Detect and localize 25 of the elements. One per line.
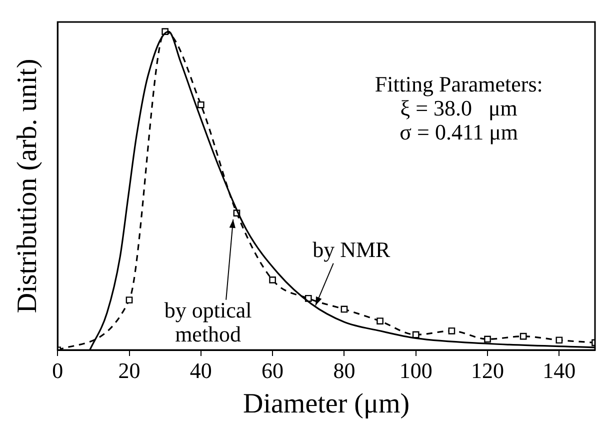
x-tick-label: 0 <box>52 358 64 383</box>
x-tick-label: 80 <box>333 358 356 383</box>
series-label: by NMR <box>312 237 391 262</box>
point <box>269 276 276 284</box>
point <box>556 336 563 344</box>
x-tick-label: 60 <box>262 358 284 383</box>
point <box>520 332 527 340</box>
y-axis-title: Distribution (arb. unit) <box>12 58 44 314</box>
point <box>484 336 491 343</box>
annotation: Fitting Parameters: <box>374 71 543 96</box>
x-tick-label: 120 <box>471 358 504 383</box>
point <box>448 327 456 334</box>
annotation: ξ = 38.0 μm <box>400 95 518 120</box>
x-tick-label: 140 <box>542 358 576 383</box>
series-label: by optical method <box>164 298 252 347</box>
point <box>197 101 204 108</box>
point <box>412 331 420 338</box>
point <box>340 306 348 313</box>
x-axis-title: Diameter (μm) <box>242 388 410 420</box>
x-tick-label: 20 <box>118 358 140 383</box>
point <box>126 296 133 304</box>
x-tick-label: 100 <box>399 358 432 383</box>
x-tick-label: 40 <box>190 358 212 383</box>
annotation: σ = 0.411 μm <box>400 119 518 144</box>
point <box>376 318 384 324</box>
